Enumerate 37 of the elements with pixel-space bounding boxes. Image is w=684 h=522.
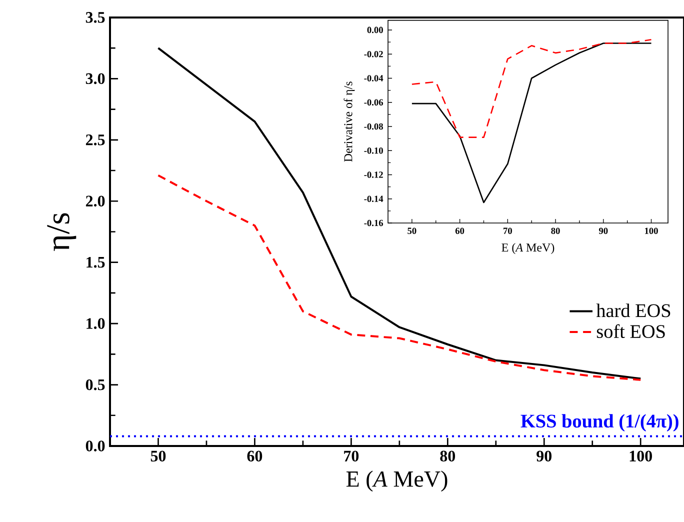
y-axis-title: η/s bbox=[47, 213, 76, 251]
y-tick-label: -0.10 bbox=[364, 147, 383, 154]
y-tick-label: -0.16 bbox=[364, 220, 384, 226]
x-tick-label: 60 bbox=[247, 450, 262, 462]
y-tick-label: 3.0 bbox=[86, 73, 105, 84]
x-tick-label: 80 bbox=[551, 228, 560, 234]
y-tick-label: 3.5 bbox=[86, 12, 105, 23]
x-tick-label: 50 bbox=[408, 228, 416, 234]
y-axis-title: Derivative of η/s bbox=[344, 82, 355, 162]
x-axis-title: E (A MeV) bbox=[346, 470, 448, 492]
y-tick-label: 0.00 bbox=[367, 26, 383, 34]
y-tick-label: 1.5 bbox=[86, 256, 105, 268]
legend-label: soft EOS bbox=[596, 324, 665, 338]
x-tick-label: 90 bbox=[598, 228, 608, 234]
y-tick-label: 1.0 bbox=[86, 318, 105, 329]
legend-label: hard EOS bbox=[596, 304, 670, 318]
y-tick-label: 0.0 bbox=[86, 440, 105, 452]
x-tick-label: 70 bbox=[504, 228, 512, 234]
y-tick-label: 0.5 bbox=[86, 379, 105, 390]
y-tick-label: -0.12 bbox=[364, 172, 383, 178]
x-tick-label: 90 bbox=[536, 450, 552, 462]
y-tick-label: -0.08 bbox=[364, 123, 383, 130]
x-tick-label: 80 bbox=[440, 450, 456, 462]
x-tick-label: 60 bbox=[455, 228, 464, 234]
y-tick-label: -0.14 bbox=[364, 196, 384, 202]
x-tick-label: 100 bbox=[645, 228, 658, 234]
y-tick-label: -0.04 bbox=[364, 75, 384, 82]
x-tick-label: 50 bbox=[150, 450, 166, 462]
x-axis-title: E (A MeV) bbox=[502, 243, 554, 254]
y-tick-label: -0.02 bbox=[364, 50, 383, 58]
x-tick-label: 100 bbox=[630, 450, 652, 462]
y-tick-label: -0.06 bbox=[364, 99, 384, 106]
x-tick-label: 70 bbox=[344, 450, 359, 462]
line-series bbox=[411, 38, 652, 138]
y-tick-label: 2.5 bbox=[86, 134, 105, 146]
y-tick-label: 2.0 bbox=[86, 196, 105, 207]
ref-line-label: KSS bound (1/(4π)) bbox=[520, 414, 678, 432]
